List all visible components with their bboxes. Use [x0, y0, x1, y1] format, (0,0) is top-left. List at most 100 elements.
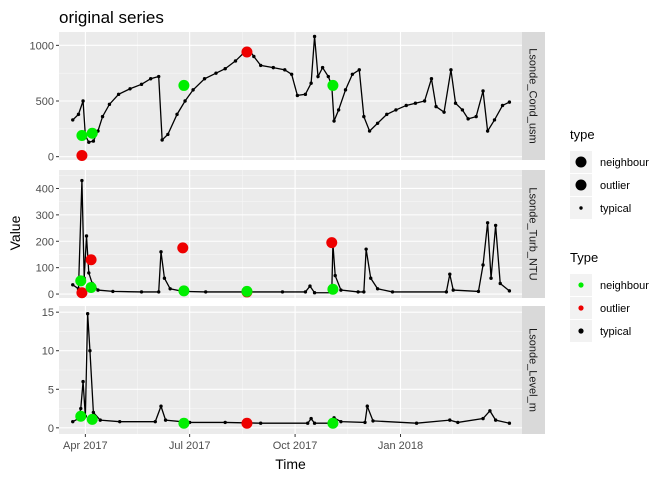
typical-point — [404, 103, 408, 108]
typical-point — [166, 132, 170, 137]
typical-point — [312, 34, 317, 39]
typical-point — [91, 139, 96, 143]
neighbour-point — [75, 275, 87, 287]
panel-Lsonde_Level_m: 0 5 10 15 Lsonde_Level_m — [42, 306, 545, 435]
typical-point — [460, 108, 465, 112]
legend-label: outlier — [600, 180, 630, 192]
typical-point — [283, 68, 287, 72]
series-line — [72, 36, 510, 143]
facet-strip-label: Lsonde_Cond_usm — [527, 48, 539, 143]
typical-point — [223, 67, 227, 71]
typical-point — [476, 289, 481, 294]
typical-point — [422, 99, 427, 103]
legend-label: outlier — [600, 303, 630, 315]
neighbour-point — [241, 285, 253, 297]
typical-point — [139, 290, 144, 294]
neighbour-point — [85, 281, 97, 293]
typical-point — [303, 92, 308, 97]
typical-point — [71, 283, 75, 287]
typical-point — [429, 77, 434, 81]
typical-point — [449, 68, 453, 72]
typical-point — [214, 71, 218, 75]
facet-strip — [522, 306, 545, 434]
typical-point — [157, 290, 161, 294]
typical-point — [362, 114, 366, 119]
legend-label: typical — [600, 326, 631, 338]
typical-point — [271, 65, 276, 70]
typical-point — [81, 379, 85, 384]
typical-point — [309, 416, 313, 421]
typical-point — [71, 118, 75, 122]
y-tick-label: 200 — [36, 236, 54, 248]
legend-label: typical — [600, 203, 631, 215]
typical-point — [309, 81, 313, 85]
typical-point — [466, 117, 470, 121]
typical-point — [84, 234, 89, 238]
typical-point — [160, 138, 164, 142]
typical-point — [100, 114, 105, 119]
typical-point — [339, 288, 343, 292]
typical-point — [303, 290, 308, 294]
typical-point — [481, 263, 485, 267]
typical-point — [259, 421, 263, 425]
neighbour-point — [327, 283, 339, 295]
typical-point — [474, 114, 478, 119]
neighbour-point — [75, 410, 87, 422]
typical-point — [91, 410, 96, 415]
y-axis-label: Value — [7, 215, 23, 250]
outlier-point — [177, 242, 189, 254]
typical-point — [80, 178, 84, 183]
legend-2: Type neighbour outlier typical — [570, 250, 649, 342]
outlier-point — [326, 237, 338, 249]
typical-point — [76, 112, 81, 117]
typical-point — [489, 276, 493, 280]
typical-point — [481, 89, 485, 93]
typical-point — [500, 103, 505, 108]
outlier-point — [76, 150, 88, 162]
typical-point — [442, 110, 446, 114]
typical-point — [203, 290, 208, 294]
typical-point — [332, 119, 336, 123]
y-tick-label: 5 — [48, 384, 54, 396]
typical-point — [507, 289, 512, 293]
typical-point — [356, 290, 360, 294]
legend-1: type neighbour outlier typical — [570, 127, 649, 219]
typical-point — [79, 406, 83, 411]
outlier-point — [241, 417, 253, 429]
typical-point — [448, 272, 452, 276]
typical-point — [444, 290, 449, 294]
legend-symbol — [575, 179, 587, 191]
typical-point — [107, 102, 112, 107]
y-tick-label: 0 — [48, 423, 54, 435]
neighbour-point — [178, 417, 190, 429]
typical-point — [336, 108, 341, 112]
typical-point — [118, 419, 122, 424]
typical-point — [485, 221, 490, 225]
panel-Lsonde_Turb_NTU: 0 100 200 300 400 Lsonde_Turb_NTU — [36, 170, 545, 301]
typical-point — [492, 118, 497, 122]
neighbour-point — [178, 285, 190, 297]
x-tick-label: Oct 2017 — [273, 440, 318, 452]
typical-point — [394, 108, 398, 112]
neighbour-point — [86, 413, 98, 425]
neighbour-point — [178, 79, 190, 91]
typical-point — [87, 271, 91, 275]
typical-point — [371, 419, 375, 423]
typical-point — [223, 420, 227, 425]
typical-point — [148, 77, 153, 81]
typical-point — [85, 312, 90, 316]
typical-point — [233, 59, 238, 63]
neighbour-point — [76, 130, 88, 142]
facet-strip — [522, 32, 545, 160]
typical-point — [81, 99, 85, 103]
typical-point — [280, 290, 285, 294]
typical-point — [448, 418, 452, 422]
y-tick-label: 0 — [48, 152, 54, 164]
neighbour-point — [327, 79, 339, 91]
series-line — [72, 313, 510, 424]
legend-symbol — [575, 156, 587, 168]
typical-point — [456, 420, 460, 425]
typical-point — [308, 284, 312, 288]
